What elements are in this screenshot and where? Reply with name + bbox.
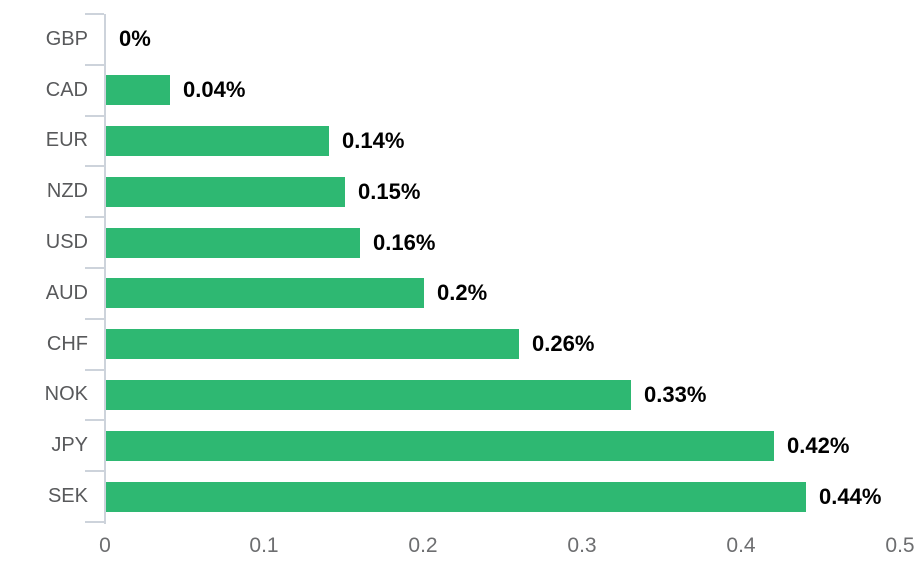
axis-tick [85,165,104,168]
category-label: JPY [51,434,88,457]
axis-tick [85,63,104,66]
category-label: SEK [47,485,88,508]
value-label: 0% [119,26,151,52]
x-tick-label: 0.4 [726,534,756,557]
axis-tick [85,419,104,422]
x-tick-label: 0.3 [567,534,597,557]
axis-tick [85,13,104,15]
category-label: NZD [46,180,88,203]
bar [106,75,170,106]
axis-tick [85,267,104,269]
x-tick-label: 0 [99,534,111,557]
axis-tick [85,114,104,117]
bar [106,176,345,207]
bar [106,126,329,156]
value-label: 0.14% [342,127,405,153]
category-label: USD [45,231,88,254]
bar [106,278,424,309]
x-tick-label: 0.1 [249,534,279,557]
value-label: 0.16% [373,229,436,255]
y-axis-line [104,14,106,524]
axis-tick [85,216,104,219]
bar [106,430,774,461]
axis-tick [85,521,104,523]
bar [106,481,806,512]
x-tick-label: 0.5 [885,534,915,557]
value-label: 0.42% [787,432,850,458]
category-label: CHF [46,332,88,355]
bar [106,380,631,410]
category-label: CAD [45,78,88,101]
value-label: 0.2% [437,280,488,306]
axis-tick [85,470,104,473]
value-label: 0.26% [532,331,595,357]
bar [106,329,519,360]
axis-tick [85,317,104,320]
category-label: AUD [45,281,88,304]
category-label: GBP [45,27,88,50]
value-label: 0.44% [819,483,882,509]
value-label: 0.33% [644,381,707,407]
category-label: NOK [44,383,88,406]
category-label: EUR [45,129,88,152]
value-label: 0.04% [183,77,246,103]
value-label: 0.15% [358,178,421,204]
x-tick-label: 0.2 [408,534,438,557]
axis-tick [85,368,104,371]
bar [106,227,360,258]
